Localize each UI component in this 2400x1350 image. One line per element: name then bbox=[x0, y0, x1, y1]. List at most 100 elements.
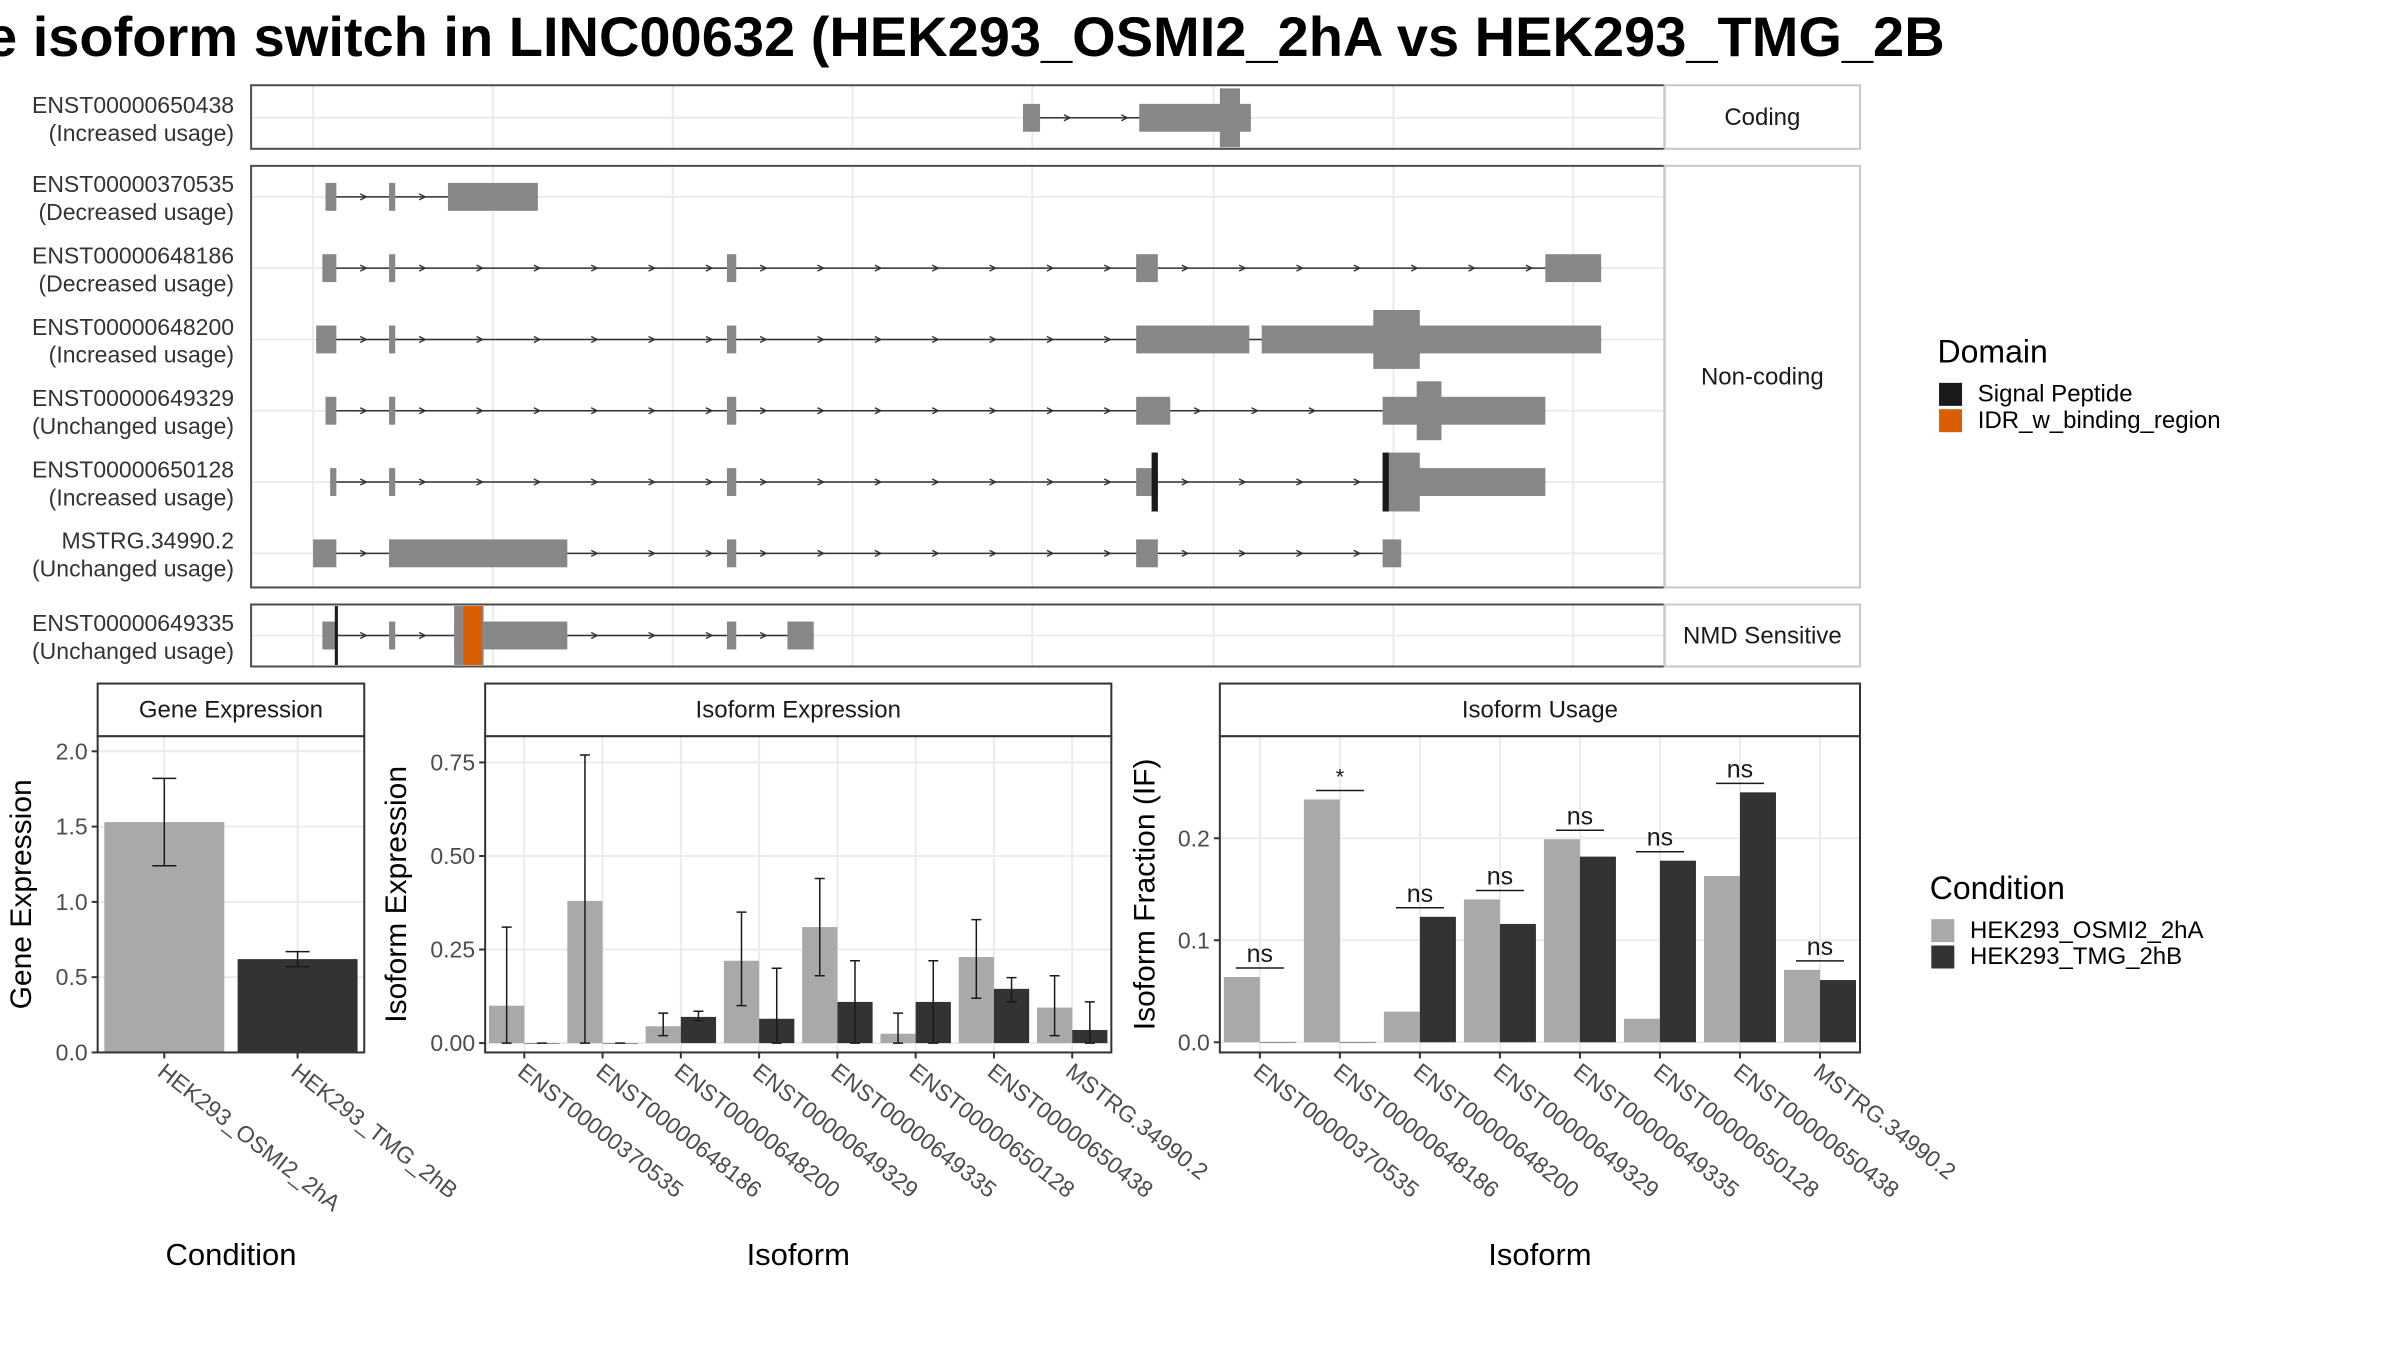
isoform-usage-chart: Isoform Usage0.00.10.2ENST00000370535ENS… bbox=[1129, 682, 1961, 1272]
isoform-usage-label: (Unchanged usage) bbox=[32, 638, 234, 664]
domain-legend-label: IDR_w_binding_region bbox=[1978, 407, 2221, 434]
figure-title: e isoform switch in LINC00632 (HEK293_OS… bbox=[0, 5, 1945, 68]
intron-arrow bbox=[759, 407, 768, 415]
error-bar bbox=[501, 926, 512, 1044]
exon-block bbox=[389, 468, 396, 496]
significance-label: ns bbox=[1407, 880, 1433, 908]
cds-block bbox=[1416, 381, 1442, 441]
error-bar bbox=[152, 777, 177, 867]
chart-title: Isoform Usage bbox=[1462, 697, 1618, 724]
intron-arrow bbox=[648, 478, 657, 486]
intron-arrow bbox=[648, 631, 657, 640]
intron-arrow bbox=[1238, 264, 1247, 272]
intron-arrow bbox=[1046, 264, 1055, 272]
intron-arrow bbox=[874, 407, 883, 415]
domain-block bbox=[1382, 452, 1389, 512]
intron-arrow bbox=[1103, 478, 1112, 486]
chart-panel-border bbox=[1218, 735, 1861, 1054]
exon-block bbox=[330, 468, 337, 496]
isoform-id-label: MSTRG.34990.2 bbox=[61, 528, 234, 554]
intron-arrow bbox=[359, 631, 368, 640]
isoform-id-label: ENST00000650438 bbox=[32, 92, 234, 118]
exon-block bbox=[325, 396, 337, 425]
condition-legend-title: Condition bbox=[1930, 870, 2065, 906]
intron-arrow bbox=[989, 549, 998, 557]
intron-arrow bbox=[1468, 264, 1477, 272]
exon-block bbox=[1382, 396, 1546, 425]
isoform-usage-label: (Unchanged usage) bbox=[32, 413, 234, 439]
isoform-usage-label: (Decreased usage) bbox=[38, 199, 234, 225]
isoform-usage-label: (Unchanged usage) bbox=[32, 556, 234, 582]
intron-arrow bbox=[418, 478, 427, 486]
y-axis-title: Isoform Fraction (IF) bbox=[1129, 758, 1162, 1030]
condition-legend-label: HEK293_OSMI2_2hA bbox=[1970, 917, 2203, 944]
exon-block bbox=[313, 539, 337, 568]
isoform-expression-chart: Isoform Expression0.000.250.500.75ENST00… bbox=[380, 682, 1213, 1272]
significance-label: ns bbox=[1487, 862, 1513, 890]
y-tick-label: 0.50 bbox=[430, 843, 475, 869]
intron-arrow bbox=[1103, 549, 1112, 557]
intron-arrow bbox=[705, 264, 714, 272]
intron-arrow bbox=[1120, 114, 1129, 122]
intron-arrow bbox=[476, 407, 485, 415]
intron-arrow bbox=[759, 478, 768, 486]
chart-panel-border bbox=[96, 735, 366, 1054]
data-bar bbox=[1303, 799, 1340, 1043]
isoform-usage-label: (Increased usage) bbox=[49, 484, 234, 510]
intron-arrow bbox=[1046, 407, 1055, 415]
intron-arrow bbox=[1181, 549, 1190, 557]
facet-strip bbox=[1663, 603, 1861, 668]
data-bar bbox=[1739, 792, 1776, 1043]
exon-block bbox=[1023, 103, 1041, 132]
exon-block bbox=[726, 325, 737, 354]
intron-arrow bbox=[476, 335, 485, 344]
intron-arrow bbox=[359, 478, 368, 486]
error-bar bbox=[849, 960, 860, 1044]
domain-block bbox=[463, 606, 483, 665]
isoform-id-label: ENST00000370535 bbox=[32, 171, 234, 197]
intron-arrow bbox=[1103, 407, 1112, 415]
intron-arrow bbox=[648, 549, 657, 557]
intron-arrow bbox=[418, 631, 427, 640]
exon-block bbox=[389, 325, 396, 354]
domain-legend-swatch bbox=[1939, 409, 1963, 433]
facet-strip bbox=[1663, 84, 1861, 150]
isoform-usage-label: (Decreased usage) bbox=[38, 270, 234, 296]
exon-block bbox=[1545, 254, 1602, 283]
intron-arrow bbox=[1525, 264, 1534, 272]
y-tick-label: 0.75 bbox=[430, 749, 475, 775]
domain-legend-swatch bbox=[1939, 382, 1963, 406]
chart-title: Isoform Expression bbox=[696, 697, 901, 724]
intron-arrow bbox=[533, 478, 542, 486]
intron-arrow bbox=[817, 478, 826, 486]
intron-arrow bbox=[1063, 114, 1072, 122]
intron-arrow bbox=[1353, 478, 1362, 486]
intron-arrow bbox=[1251, 407, 1260, 415]
exon-block bbox=[726, 396, 737, 425]
exon-block bbox=[325, 182, 337, 211]
intron-arrow bbox=[931, 335, 940, 344]
data-bar bbox=[1783, 969, 1820, 1043]
data-bar bbox=[1623, 1018, 1660, 1043]
intron-arrow bbox=[989, 264, 998, 272]
intron-arrow bbox=[359, 335, 368, 344]
intron-arrow bbox=[1181, 478, 1190, 486]
intron-arrow bbox=[533, 264, 542, 272]
intron-arrow bbox=[1296, 478, 1305, 486]
isoform-id-label: ENST00000648200 bbox=[32, 314, 234, 340]
significance-label: ns bbox=[1567, 802, 1593, 830]
error-bar bbox=[1084, 1001, 1095, 1044]
intron-arrow bbox=[418, 335, 427, 344]
intron-arrow bbox=[476, 264, 485, 272]
intron-arrow bbox=[533, 407, 542, 415]
intron-arrow bbox=[359, 549, 368, 557]
exon-block bbox=[322, 621, 337, 650]
condition-legend-swatch bbox=[1931, 919, 1955, 943]
exon-block bbox=[1136, 539, 1158, 568]
intron-arrow bbox=[705, 478, 714, 486]
intron-arrow bbox=[1046, 335, 1055, 344]
data-bar bbox=[1383, 1011, 1420, 1043]
exon-block bbox=[1382, 539, 1402, 568]
significance-label: ns bbox=[1807, 933, 1833, 961]
